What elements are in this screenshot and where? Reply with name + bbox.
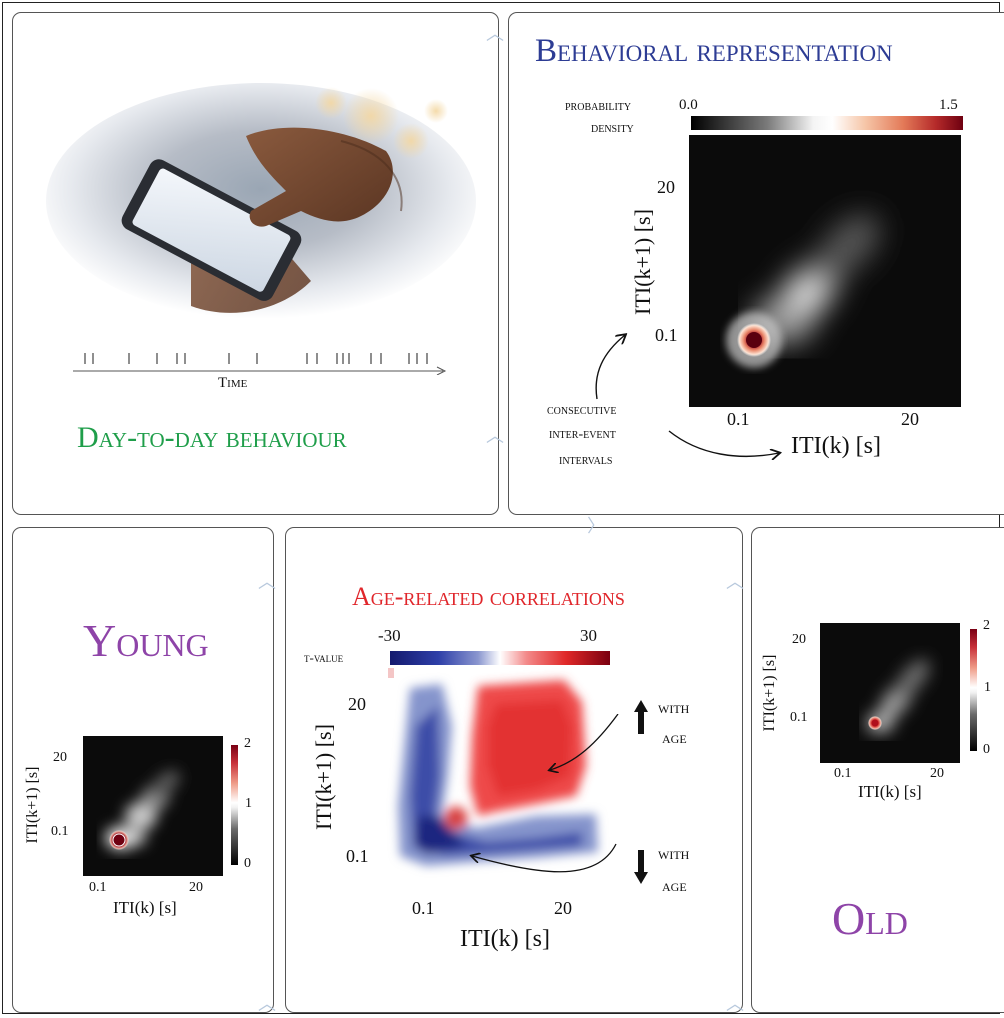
panel-behavioral-representation: Behavioral representation probability de… — [508, 12, 1004, 515]
annotation-arrows — [595, 313, 789, 463]
chevron-connector-icon: ︿ — [584, 516, 605, 534]
annotation-line3: intervals — [559, 453, 613, 468]
old-y-tick-bottom: 0.1 — [790, 710, 808, 725]
panel-old: 2 1 0 20 0.1 0.1 20 ITI(k+1) [s] ITI(k) … — [751, 527, 1004, 1013]
colorbar-label-line1: probability — [565, 99, 632, 114]
tvalue-heatmap — [386, 666, 611, 891]
time-axis-label: Time — [218, 375, 248, 391]
age-x-tick-left: 0.1 — [412, 898, 435, 918]
old-x-tick-right: 20 — [930, 766, 944, 781]
panel-young: Young 2 1 0 2 — [12, 527, 274, 1013]
young-y-tick-top: 20 — [53, 750, 67, 765]
x-tick-right: 20 — [901, 409, 919, 429]
young-x-tick-left: 0.1 — [89, 880, 107, 895]
panel-age-correlations: Age-related correlations t-value -30 30 … — [285, 527, 743, 1013]
old-heatmap — [820, 623, 960, 763]
arrow-down-icon — [634, 850, 648, 884]
tvalue-colorbar-max: 30 — [580, 626, 597, 645]
x-axis-label: ITI(k) [s] — [791, 433, 881, 459]
young-y-axis-label: ITI(k+1) [s] — [24, 766, 41, 844]
age-x-axis-label: ITI(k) [s] — [460, 926, 550, 952]
old-colorbar — [970, 629, 977, 751]
up-age-label: age — [662, 728, 687, 747]
arrow-up-icon — [634, 700, 648, 734]
old-colorbar-mid: 1 — [984, 680, 991, 695]
chevron-connector-icon: ︿ — [486, 426, 504, 447]
young-colorbar-max: 2 — [244, 736, 251, 751]
chevron-connector-icon: ︿ — [726, 994, 744, 1015]
chevron-connector-icon: ︿ — [726, 572, 744, 593]
young-colorbar — [231, 745, 238, 865]
annotation-line2: inter-event — [549, 427, 616, 442]
young-y-tick-bottom: 0.1 — [51, 824, 69, 839]
old-y-tick-top: 20 — [792, 632, 806, 647]
colorbar-min-tick: 0.0 — [679, 97, 698, 113]
age-annotation-arrows — [466, 714, 619, 873]
density-heatmap — [689, 135, 961, 407]
colorbar-label-line2: density — [591, 121, 634, 136]
smartphone-hand-icon — [46, 83, 476, 319]
panel-day-to-day: Time Day-to-day behaviour — [12, 12, 499, 515]
y-axis-label: ITI(k+1) [s] — [630, 209, 655, 315]
age-x-tick-right: 20 — [554, 898, 572, 918]
chevron-connector-icon: ︿ — [258, 572, 276, 593]
old-title: Old — [832, 893, 908, 944]
y-tick-top: 20 — [657, 177, 675, 197]
behavioral-title: Behavioral representation — [535, 33, 893, 69]
young-colorbar-min: 0 — [244, 856, 251, 871]
young-colorbar-mid: 1 — [245, 796, 252, 811]
y-tick-bottom: 0.1 — [655, 325, 678, 345]
old-x-tick-left: 0.1 — [834, 766, 852, 781]
tvalue-colorbar-min: -30 — [378, 626, 401, 645]
young-title: Young — [83, 615, 209, 666]
age-y-tick-top: 20 — [348, 694, 366, 714]
colorbar-max-tick: 1.5 — [939, 97, 958, 113]
chevron-connector-icon: ︿ — [258, 994, 276, 1015]
young-x-tick-right: 20 — [189, 880, 203, 895]
age-y-axis-label: ITI(k+1) [s] — [311, 724, 336, 830]
age-y-tick-bottom: 0.1 — [346, 846, 369, 866]
old-colorbar-max: 2 — [983, 618, 990, 633]
event-timeline — [73, 353, 447, 375]
up-with-label: with — [658, 698, 690, 717]
age-title: Age-related correlations — [352, 582, 625, 611]
day-to-day-title: Day-to-day behaviour — [77, 421, 347, 454]
annotation-line1: consecutive — [547, 403, 617, 418]
chevron-connector-icon: ︿ — [486, 24, 504, 45]
young-x-axis-label: ITI(k) [s] — [113, 898, 177, 917]
young-heatmap — [83, 736, 223, 876]
old-x-axis-label: ITI(k) [s] — [858, 782, 922, 801]
old-colorbar-min: 0 — [983, 742, 990, 757]
down-age-label: age — [662, 876, 687, 895]
tvalue-colorbar — [390, 651, 610, 665]
x-tick-left: 0.1 — [727, 409, 750, 429]
tvalue-colorbar-label: t-value — [304, 650, 344, 665]
probability-colorbar — [691, 116, 963, 130]
old-y-axis-label: ITI(k+1) [s] — [761, 654, 778, 732]
down-with-label: with — [658, 844, 690, 863]
